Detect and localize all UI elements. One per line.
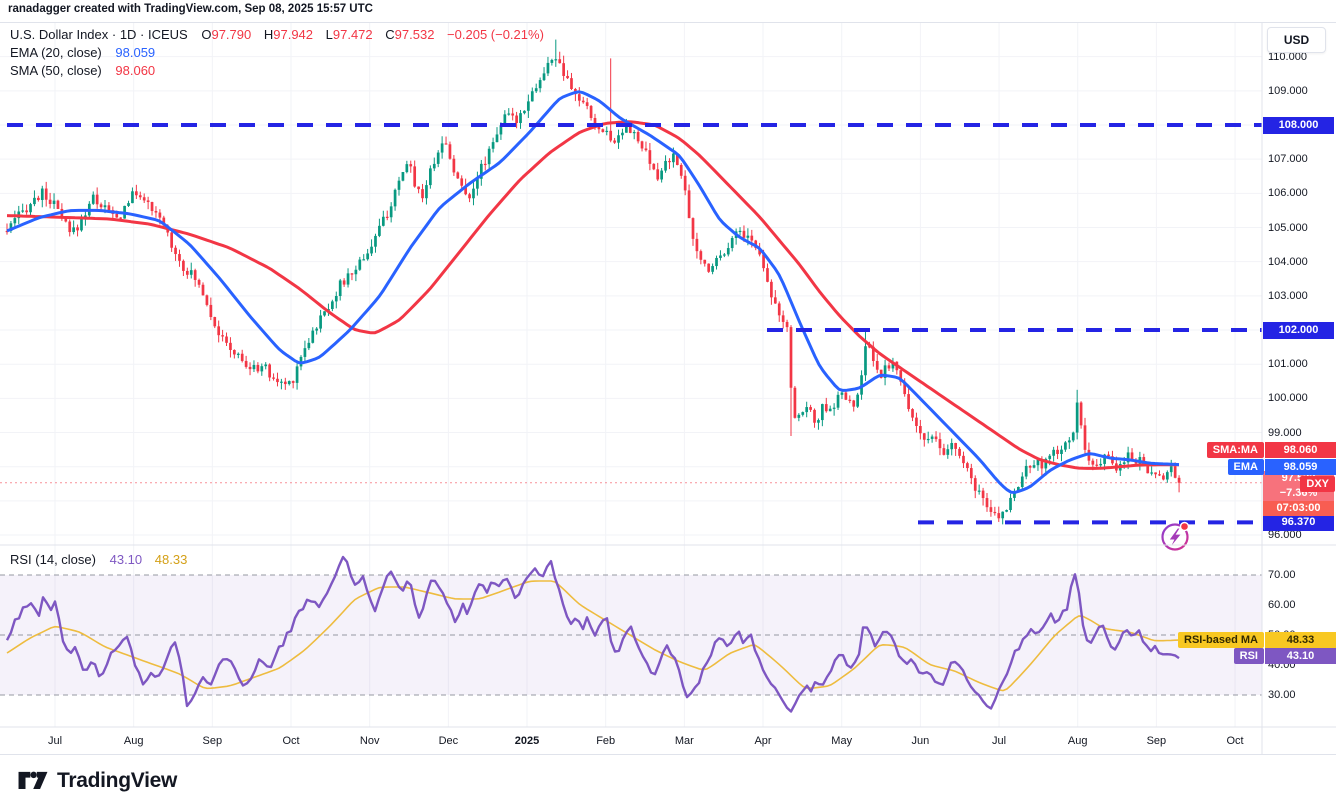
close-value: 97.532 [394, 27, 435, 42]
close-key: C [385, 27, 395, 42]
price-tick-101.000: 101.000 [1268, 358, 1308, 371]
time-tick-Sep: Sep [202, 735, 223, 747]
price-tick-109.000: 109.000 [1268, 84, 1308, 97]
time-tick-Jul: Jul [992, 735, 1007, 747]
sma-chip-name: SMA:MA [1206, 442, 1264, 458]
low-key: L [325, 27, 333, 42]
price-tick-100.000: 100.000 [1268, 392, 1308, 405]
open-key: O [201, 27, 212, 42]
high-key: H [263, 27, 274, 42]
dxy-price-label: DXY [1300, 476, 1336, 492]
rsi-label[interactable]: RSI (14, close) [10, 552, 96, 567]
rsi-value: 43.10 [109, 552, 143, 567]
low-value: 97.472 [332, 27, 373, 42]
time-tick-Sep: Sep [1146, 735, 1167, 747]
price-chart-canvas[interactable] [0, 22, 1336, 755]
sma-line[interactable] [6, 120, 1179, 470]
sma-legend[interactable]: SMA (50, close) 98.060 [10, 63, 155, 78]
rsi-ma-chip-name: RSI-based MA [1178, 632, 1264, 648]
rsi-chip-value: 43.10 [1265, 647, 1336, 664]
rsi-ma-value: 48.33 [154, 552, 188, 567]
price-tick-105.000: 105.000 [1268, 221, 1308, 234]
time-tick-Dec: Dec [438, 735, 459, 747]
price-tick-106.000: 106.000 [1268, 187, 1308, 200]
dxy-chip-name: DXY [1300, 476, 1335, 492]
tradingview-logo[interactable]: TradingView [16, 766, 177, 796]
ema-price-label: EMA 98.059 [1227, 459, 1336, 475]
ema-value: 98.059 [115, 45, 156, 60]
open-value: 97.790 [211, 27, 252, 42]
rsi-line[interactable] [5, 555, 1180, 713]
attribution-bar: ranadagger created with TradingView.com,… [0, 0, 1336, 22]
time-tick-Aug: Aug [123, 735, 144, 747]
price-tick-104.000: 104.000 [1268, 255, 1308, 268]
rsi-tick-30.00: 30.00 [1268, 689, 1296, 701]
time-tick-Nov: Nov [359, 735, 380, 747]
ema-label[interactable]: EMA (20, close) [10, 45, 102, 60]
rsi-ma-chip-value: 48.33 [1265, 632, 1336, 648]
rsi-legend[interactable]: RSI (14, close) 43.10 48.33 [10, 552, 187, 567]
symbol-title[interactable]: U.S. Dollar Index · 1D · ICEUS [10, 27, 188, 42]
level-label-108: 108.000 [1263, 116, 1334, 134]
high-value: 97.942 [273, 27, 314, 42]
ema-line[interactable] [6, 90, 1180, 494]
time-tick-Jul: Jul [47, 735, 63, 747]
footer: TradingView [0, 755, 1336, 809]
level-label-102: 102.000 [1263, 321, 1334, 339]
ema-legend[interactable]: EMA (20, close) 98.059 [10, 45, 155, 60]
tradingview-mark-icon [18, 771, 48, 790]
time-tick-Oct: Oct [1226, 735, 1244, 747]
time-tick-May: May [831, 735, 853, 747]
rsi-tick-70.00: 70.00 [1268, 569, 1296, 581]
sma-chip-value: 98.060 [1265, 442, 1336, 458]
ema-chip-value: 98.059 [1265, 459, 1336, 475]
price-tick-110.000: 110.000 [1268, 50, 1307, 63]
rsi-tick-60.00: 60.00 [1268, 599, 1296, 611]
time-tick-Oct: Oct [282, 735, 300, 747]
price-tick-103.000: 103.000 [1268, 289, 1308, 302]
time-tick-Aug: Aug [1067, 735, 1088, 747]
attribution-text: ranadagger created with TradingView.com,… [8, 3, 373, 15]
rsi-ma-label: RSI-based MA 48.33 [1178, 632, 1336, 648]
rsi-ma-line[interactable] [6, 580, 1180, 692]
currency-button[interactable]: USD [1267, 27, 1326, 53]
sma-price-label: SMA:MA 98.060 [1206, 442, 1336, 458]
dxy-bar-countdown: 07:03:00 [1263, 501, 1334, 516]
time-tick-2025: 2025 [514, 735, 540, 747]
time-tick-Jun: Jun [911, 735, 930, 747]
price-tick-96.000: 96.000 [1268, 529, 1302, 542]
time-tick-Apr: Apr [754, 735, 772, 747]
ema-chip-name: EMA [1227, 459, 1264, 475]
sma-label[interactable]: SMA (50, close) [10, 63, 102, 78]
time-tick-Feb: Feb [596, 735, 616, 747]
price-tick-107.000: 107.000 [1268, 153, 1308, 166]
level-label-96370: 96.370 [1263, 513, 1334, 531]
symbol-legend[interactable]: U.S. Dollar Index · 1D · ICEUS O97.790 H… [10, 27, 553, 42]
tradingview-logo-text: TradingView [57, 769, 178, 792]
time-tick-Mar: Mar [674, 735, 694, 747]
chart-area[interactable]: U.S. Dollar Index · 1D · ICEUS O97.790 H… [0, 22, 1336, 755]
rsi-chip-name: RSI [1233, 647, 1264, 664]
flash-icon[interactable] [1161, 521, 1190, 551]
candles [5, 39, 1181, 525]
sma-value: 98.060 [115, 63, 156, 78]
price-tick-99.000: 99.000 [1268, 426, 1302, 439]
change-value: −0.205 (−0.21%) [447, 27, 544, 42]
rsi-value-label: RSI 43.10 [1233, 647, 1336, 664]
